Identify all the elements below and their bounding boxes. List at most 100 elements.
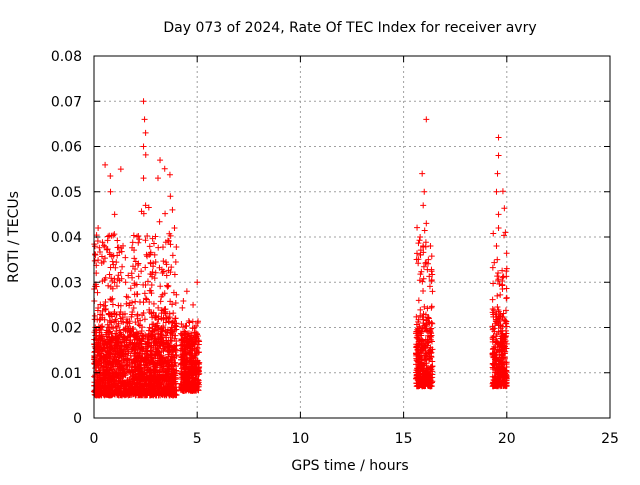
- data-point: [426, 336, 433, 343]
- data-point: [164, 383, 171, 390]
- data-point: [162, 259, 169, 266]
- data-point: [155, 336, 162, 343]
- data-point: [178, 381, 185, 388]
- data-point: [428, 325, 435, 332]
- data-point: [419, 170, 426, 177]
- data-point: [141, 290, 148, 297]
- data-point: [489, 296, 496, 303]
- data-point: [156, 218, 163, 225]
- data-point: [109, 258, 116, 265]
- data-point: [111, 348, 118, 355]
- data-point: [95, 224, 102, 231]
- data-point: [123, 316, 130, 323]
- data-point: [135, 321, 142, 328]
- data-point: [494, 256, 501, 263]
- data-point: [96, 360, 103, 367]
- y-axis-label: ROTI / TECUs: [6, 191, 22, 283]
- data-point: [161, 354, 168, 361]
- data-point: [502, 327, 509, 334]
- data-point: [428, 304, 435, 311]
- data-point: [183, 378, 190, 385]
- data-point: [494, 292, 501, 299]
- data-point: [136, 357, 143, 364]
- data-point: [421, 188, 428, 195]
- data-point: [418, 359, 425, 366]
- data-point: [128, 299, 135, 306]
- data-point: [490, 379, 497, 386]
- data-point: [106, 249, 113, 256]
- data-point: [188, 340, 195, 347]
- data-point: [158, 330, 165, 337]
- data-point: [121, 351, 128, 358]
- data-point: [150, 361, 157, 368]
- data-point: [167, 337, 174, 344]
- data-point: [103, 352, 110, 359]
- data-point: [163, 368, 170, 375]
- data-point: [420, 202, 427, 209]
- y-tick-label: 0.06: [51, 140, 82, 156]
- data-point: [144, 336, 151, 343]
- data-point: [491, 361, 498, 368]
- data-point: [95, 305, 102, 312]
- x-tick-label: 5: [193, 431, 202, 447]
- data-point: [146, 324, 153, 331]
- data-point: [193, 382, 200, 389]
- data-point: [492, 378, 499, 385]
- data-point: [421, 227, 428, 234]
- data-point: [106, 324, 113, 331]
- data-point: [423, 321, 430, 328]
- data-point: [493, 331, 500, 338]
- data-point: [120, 369, 127, 376]
- data-point: [122, 279, 129, 286]
- data-point: [167, 365, 174, 372]
- data-point: [103, 391, 110, 398]
- data-point: [104, 336, 111, 343]
- data-point: [159, 244, 166, 251]
- data-point: [117, 375, 124, 382]
- data-point: [156, 374, 163, 381]
- data-point: [167, 298, 174, 305]
- data-point: [416, 277, 423, 284]
- data-point: [413, 321, 420, 328]
- data-point: [153, 312, 160, 319]
- data-point: [130, 325, 137, 332]
- data-point: [194, 376, 201, 383]
- data-point: [97, 352, 104, 359]
- data-point: [105, 360, 112, 367]
- data-point: [421, 383, 428, 390]
- data-point: [95, 348, 102, 355]
- data-point: [128, 313, 135, 320]
- data-point: [171, 271, 178, 278]
- data-point: [130, 232, 137, 239]
- data-point: [132, 361, 139, 368]
- data-point: [127, 386, 134, 393]
- data-point: [135, 363, 142, 370]
- y-tick-label: 0.02: [51, 321, 82, 337]
- data-point: [495, 270, 502, 277]
- data-point: [170, 289, 177, 296]
- data-point: [179, 304, 186, 311]
- data-point: [178, 342, 185, 349]
- data-point: [183, 366, 190, 373]
- data-point: [113, 311, 120, 318]
- data-point: [155, 244, 162, 251]
- data-point: [415, 318, 422, 325]
- data-point: [148, 333, 155, 340]
- data-point: [157, 390, 164, 397]
- data-point: [168, 388, 175, 395]
- data-point: [167, 241, 174, 248]
- data-point: [113, 259, 120, 266]
- data-point: [194, 279, 201, 286]
- data-point: [142, 295, 149, 302]
- data-point: [103, 246, 110, 253]
- data-point: [144, 233, 151, 240]
- data-point: [143, 387, 150, 394]
- data-point: [142, 129, 149, 136]
- data-point: [97, 248, 104, 255]
- data-point: [150, 346, 157, 353]
- data-point: [490, 313, 497, 320]
- data-point: [178, 331, 185, 338]
- data-point: [106, 374, 113, 381]
- data-point: [124, 380, 131, 387]
